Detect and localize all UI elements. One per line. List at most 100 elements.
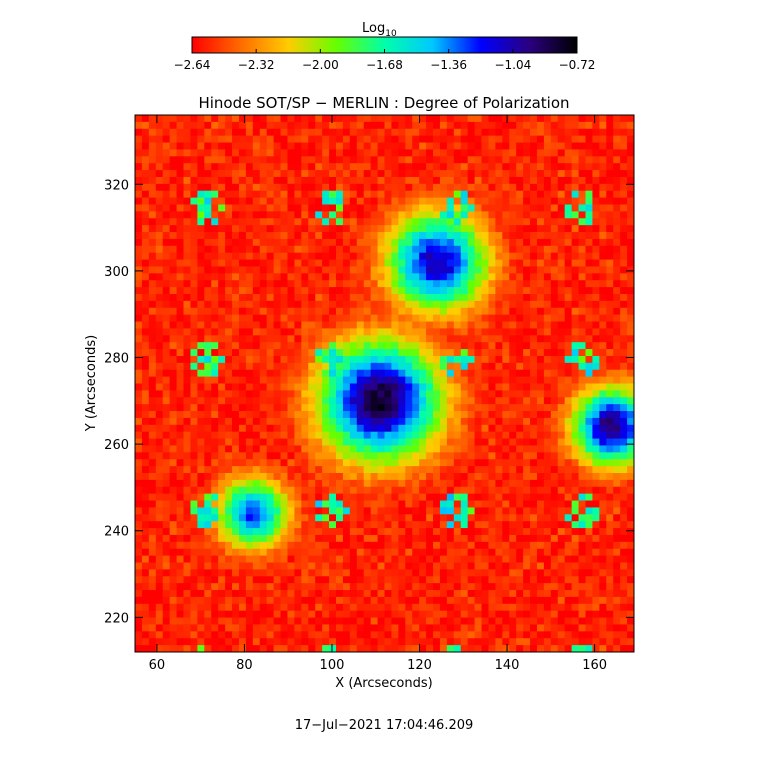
heatmap-cell bbox=[578, 500, 587, 509]
heatmap-cell bbox=[273, 479, 282, 488]
heatmap-cell bbox=[197, 300, 205, 309]
heatmap-cell bbox=[516, 128, 524, 137]
heatmap-cell bbox=[446, 294, 455, 302]
heatmap-cell bbox=[169, 369, 178, 378]
heatmap-cell bbox=[259, 541, 268, 550]
heatmap-cell bbox=[204, 507, 212, 515]
heatmap-cell bbox=[204, 452, 212, 460]
heatmap-cell bbox=[495, 569, 503, 577]
heatmap-cell bbox=[356, 190, 365, 199]
heatmap-cell bbox=[169, 438, 178, 447]
heatmap-cell bbox=[481, 252, 490, 261]
heatmap-cell bbox=[197, 521, 205, 529]
heatmap-cell bbox=[398, 335, 406, 343]
heatmap-cell bbox=[488, 514, 496, 522]
heatmap-cell bbox=[370, 342, 379, 350]
heatmap-cell bbox=[141, 176, 150, 185]
heatmap-cell bbox=[384, 445, 393, 453]
heatmap-cell bbox=[578, 204, 587, 212]
heatmap-cell bbox=[627, 459, 634, 467]
heatmap-cell bbox=[474, 176, 483, 185]
heatmap-cell bbox=[377, 411, 386, 419]
heatmap-cell bbox=[613, 479, 621, 488]
heatmap-cell bbox=[197, 362, 205, 371]
heatmap-cell bbox=[315, 273, 323, 281]
heatmap-cell bbox=[238, 273, 247, 281]
heatmap-cell bbox=[467, 417, 476, 426]
heatmap-cell bbox=[550, 335, 559, 343]
heatmap-cell bbox=[384, 479, 393, 488]
heatmap-cell bbox=[259, 307, 268, 316]
heatmap-cell bbox=[543, 369, 552, 378]
heatmap-cell bbox=[176, 314, 185, 323]
heatmap-cell bbox=[585, 424, 594, 433]
heatmap-cell bbox=[627, 397, 634, 405]
heatmap-cell bbox=[578, 493, 587, 502]
heatmap-cell bbox=[606, 514, 614, 522]
heatmap-cell bbox=[405, 128, 413, 137]
heatmap-cell bbox=[190, 486, 198, 495]
heatmap-cell bbox=[204, 128, 212, 137]
heatmap-cell bbox=[349, 534, 358, 543]
heatmap-cell bbox=[398, 135, 406, 144]
heatmap-cell bbox=[405, 328, 413, 336]
heatmap-cell bbox=[460, 128, 469, 137]
heatmap-cell bbox=[197, 431, 205, 440]
heatmap-cell bbox=[225, 452, 233, 460]
heatmap-cell bbox=[225, 438, 233, 447]
heatmap-cell bbox=[183, 404, 192, 412]
heatmap-cell bbox=[405, 300, 413, 309]
heatmap-cell bbox=[474, 417, 483, 426]
heatmap-cell bbox=[571, 383, 580, 391]
heatmap-cell bbox=[398, 493, 406, 502]
heatmap-cell bbox=[377, 576, 386, 584]
heatmap-cell bbox=[342, 300, 351, 309]
heatmap-cell bbox=[613, 342, 621, 350]
heatmap-cell bbox=[599, 183, 607, 192]
heatmap-cell bbox=[204, 459, 212, 467]
heatmap-cell bbox=[543, 342, 552, 350]
heatmap-cell bbox=[176, 183, 185, 192]
heatmap-cell bbox=[308, 176, 316, 185]
heatmap-cell bbox=[571, 417, 580, 426]
heatmap-cell bbox=[564, 459, 573, 467]
heatmap-cell bbox=[536, 314, 545, 323]
heatmap-cell bbox=[426, 245, 434, 254]
heatmap-cell bbox=[613, 156, 621, 164]
heatmap-cell bbox=[419, 404, 427, 412]
heatmap-cell bbox=[197, 273, 205, 281]
heatmap-cell bbox=[599, 238, 607, 247]
heatmap-cell bbox=[578, 459, 587, 467]
heatmap-cell bbox=[370, 280, 379, 288]
heatmap-cell bbox=[516, 294, 524, 302]
heatmap-cell bbox=[155, 300, 164, 309]
heatmap-cell bbox=[141, 507, 150, 515]
heatmap-cell bbox=[370, 135, 379, 144]
heatmap-cell bbox=[280, 307, 289, 316]
heatmap-cell bbox=[627, 569, 634, 577]
heatmap-cell bbox=[599, 232, 607, 240]
heatmap-cell bbox=[141, 473, 150, 481]
heatmap-cell bbox=[391, 245, 399, 254]
heatmap-cell bbox=[419, 362, 427, 371]
heatmap-cell bbox=[571, 479, 580, 488]
heatmap-cell bbox=[266, 486, 275, 495]
heatmap-cell bbox=[467, 163, 476, 171]
heatmap-cell bbox=[183, 156, 192, 164]
heatmap-cell bbox=[266, 583, 275, 591]
heatmap-cell bbox=[585, 294, 594, 302]
heatmap-cell bbox=[481, 459, 490, 467]
heatmap-cell bbox=[218, 411, 226, 419]
heatmap-cell bbox=[509, 555, 517, 564]
heatmap-cell bbox=[405, 190, 413, 199]
heatmap-cell bbox=[349, 273, 358, 281]
heatmap-cell bbox=[218, 218, 226, 226]
heatmap-cell bbox=[495, 349, 503, 357]
heatmap-cell bbox=[335, 294, 344, 302]
heatmap-cell bbox=[294, 576, 302, 584]
heatmap-cell bbox=[433, 583, 441, 591]
heatmap-cell bbox=[398, 294, 406, 302]
heatmap-cell bbox=[294, 424, 302, 433]
heatmap-cell bbox=[280, 473, 289, 481]
heatmap-cell bbox=[530, 486, 538, 495]
